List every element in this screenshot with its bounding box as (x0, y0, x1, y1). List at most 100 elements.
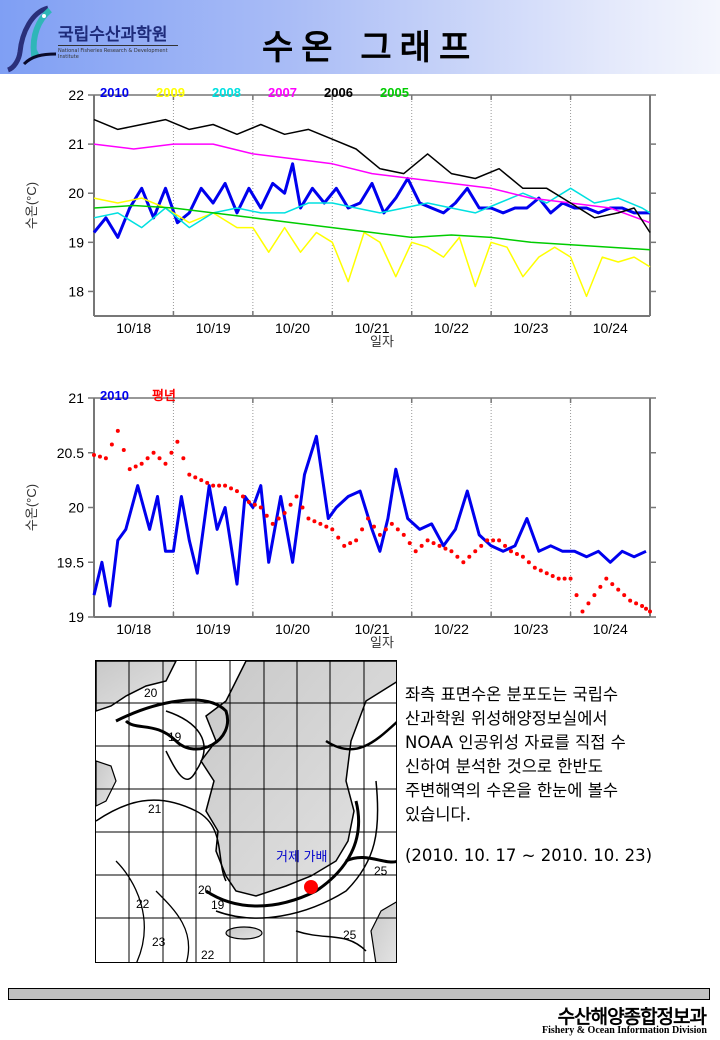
description-text: 좌측 표면수온 분포도는 국립수 산과학원 위성해양정보실에서 NOAA 인공위… (405, 683, 715, 827)
data-point (616, 587, 621, 592)
x-tick-label: 10/19 (196, 320, 231, 336)
y-tick-label: 22 (68, 87, 84, 103)
legend-2010: 2010 (100, 85, 129, 100)
data-point (240, 494, 245, 499)
data-point (648, 609, 652, 614)
footer-division-en: Fishery & Ocean Information Division (542, 1025, 707, 1036)
data-point (175, 439, 180, 444)
x-tick-label: 10/18 (116, 621, 151, 637)
desc-line: 산과학원 위성해양정보실에서 (405, 709, 608, 728)
legend-평년: 평년 (152, 388, 176, 403)
data-point (205, 480, 210, 485)
x-tick-label: 10/24 (593, 320, 628, 336)
data-point (342, 543, 347, 548)
header-banner: 국립수산과학원 National Fisheries Research & De… (0, 0, 720, 74)
data-point (574, 593, 579, 598)
data-point (217, 483, 222, 488)
series-line-2005 (93, 204, 651, 251)
data-point (556, 576, 561, 581)
data-point (383, 527, 388, 532)
y-tick-label: 20 (68, 500, 84, 516)
x-axis-label: 일자 (370, 334, 394, 348)
data-point (479, 543, 484, 548)
land-china-2 (96, 760, 117, 807)
chart2-svg: 10/18 10/19 10/20 10/21 10/22 10/23 10/24 19 19.… (24, 388, 656, 650)
data-point (389, 521, 394, 526)
map-grid (96, 661, 396, 962)
page-title: 수온 그래프 (262, 28, 479, 68)
x-tick-label: 10/20 (275, 621, 310, 637)
logo-subtitle: National Fisheries Research & Developmen… (58, 45, 178, 60)
water-temp-chart-yearly: 10/18 10/19 10/20 10/21 10/22 10/23 10/24 18 19 2… (0, 78, 720, 349)
data-point (622, 593, 627, 598)
data-point (455, 554, 460, 559)
contour-label: 22 (136, 897, 150, 911)
data-point (360, 527, 365, 532)
fish-logo-icon (6, 5, 57, 73)
legend-2010: 2010 (100, 388, 129, 403)
location-label: 거제 가배 (276, 849, 327, 864)
data-point (92, 452, 96, 457)
data-point (282, 510, 287, 515)
data-point (366, 516, 371, 521)
data-point (538, 568, 543, 573)
contour-label: 25 (374, 864, 388, 878)
contour-label: 20 (144, 686, 158, 700)
data-point (294, 494, 299, 499)
data-point (604, 576, 609, 581)
contour-label: 19 (168, 730, 182, 744)
chart1-svg: 10/18 10/19 10/20 10/21 10/22 10/23 10/24 18 19 2… (24, 85, 656, 349)
data-point (246, 500, 251, 505)
data-point (598, 584, 603, 589)
contour-label: 21 (148, 802, 162, 816)
data-point (300, 505, 305, 510)
data-point (509, 549, 513, 554)
data-point (640, 604, 645, 609)
data-point (628, 598, 633, 603)
data-point (193, 475, 198, 480)
y-tick-label: 18 (68, 283, 84, 299)
y-tick-label: 21 (68, 136, 84, 152)
footer-division-ko: 수산해양종합정보과 (557, 1006, 707, 1028)
data-point (181, 456, 186, 461)
sst-distribution-map: 20 19 21 22 23 22 20 19 25 25 거제 가배 (95, 660, 397, 963)
data-point (419, 543, 424, 548)
x-tick-label: 10/22 (434, 621, 469, 637)
data-point (413, 549, 418, 554)
data-point (449, 549, 454, 554)
institute-logo: 국립수산과학원 National Fisheries Research & De… (4, 2, 184, 73)
data-point (264, 513, 269, 518)
data-point (592, 593, 597, 598)
data-point (634, 601, 639, 606)
series-line-2008 (93, 187, 651, 229)
data-point (252, 502, 257, 507)
data-point (467, 554, 472, 559)
y-tick-label: 21 (68, 390, 84, 406)
date-range: (2010. 10. 17 ~ 2010. 10. 23) (405, 846, 653, 865)
data-point (425, 538, 430, 543)
series-평년 (92, 428, 652, 614)
data-point (229, 486, 234, 491)
data-point (115, 428, 120, 433)
data-point (234, 489, 239, 494)
data-point (258, 505, 263, 510)
data-point (288, 502, 293, 507)
data-point (473, 549, 478, 554)
data-point (610, 582, 615, 587)
data-point (103, 456, 108, 461)
data-point (324, 524, 329, 529)
data-point (544, 571, 549, 576)
data-point (163, 461, 168, 466)
contour-label: 25 (343, 928, 357, 942)
contour-label: 22 (201, 948, 215, 962)
data-point (431, 541, 436, 546)
data-point (644, 606, 649, 611)
series-line-2007 (93, 143, 651, 224)
map-svg: 20 19 21 22 23 22 20 19 25 25 거제 가배 (96, 661, 396, 962)
data-point (211, 483, 216, 488)
data-point (491, 538, 496, 543)
legend-2005: 2005 (380, 85, 409, 100)
data-point (526, 560, 531, 565)
contour-label: 20 (198, 883, 212, 897)
x-tick-label: 10/24 (593, 621, 628, 637)
